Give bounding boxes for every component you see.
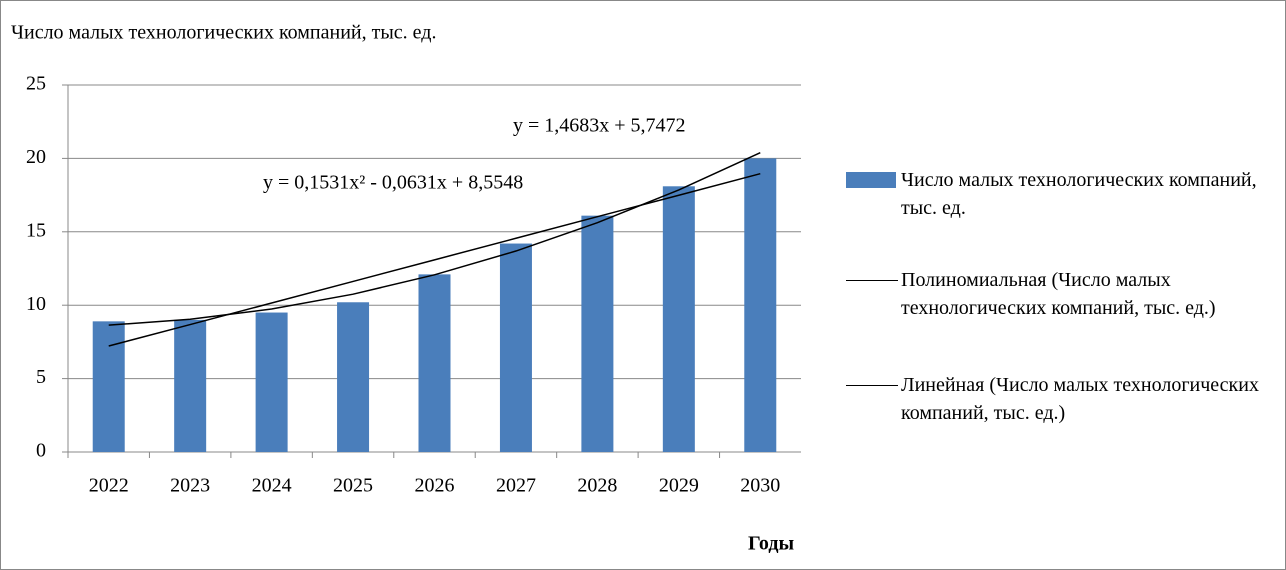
x-tick-label: 2026 [415,475,455,497]
x-tick-label: 2025 [333,475,373,497]
bar [581,215,614,452]
bar [662,186,695,453]
legend-label: Число малых технологических компаний, ты… [901,169,1257,219]
bar [337,302,370,452]
y-tick-label: 15 [26,219,46,241]
x-tick-label: 2029 [659,475,699,497]
bar [499,243,532,452]
y-tick-label: 10 [26,293,46,315]
trend-line [108,151,761,326]
legend-label: Линейная (Число малых технологических ко… [901,374,1259,424]
x-tick-label: 2024 [252,475,292,497]
chart-title: Число малых технологических компаний, ты… [11,22,436,44]
x-tick-label: 2027 [496,475,536,497]
x-tick-label: 2023 [170,475,210,497]
y-tick-label: 5 [36,366,46,388]
bar [174,319,207,452]
legend-swatch [846,280,898,281]
y-tick-label: 25 [26,73,46,95]
equation: y = 1,4683x + 5,7472 [513,115,686,137]
trend-line [108,172,761,347]
x-tick-label: 2030 [740,475,780,497]
equation: y = 0,1531x² - 0,0631x + 8,5548 [263,172,523,194]
legend-label: Полиномиальная (Число малых технологичес… [901,269,1216,319]
bar [418,274,451,452]
bar [744,158,777,452]
bar [255,312,288,452]
legend-swatch [846,172,896,188]
legend-swatch [846,385,898,386]
x-tick-label: 2022 [89,475,129,497]
bar [92,321,125,452]
y-tick-label: 0 [36,440,46,462]
x-tick-label: 2028 [577,475,617,497]
x-axis-label: Годы [748,533,795,555]
y-tick-label: 20 [26,146,46,168]
